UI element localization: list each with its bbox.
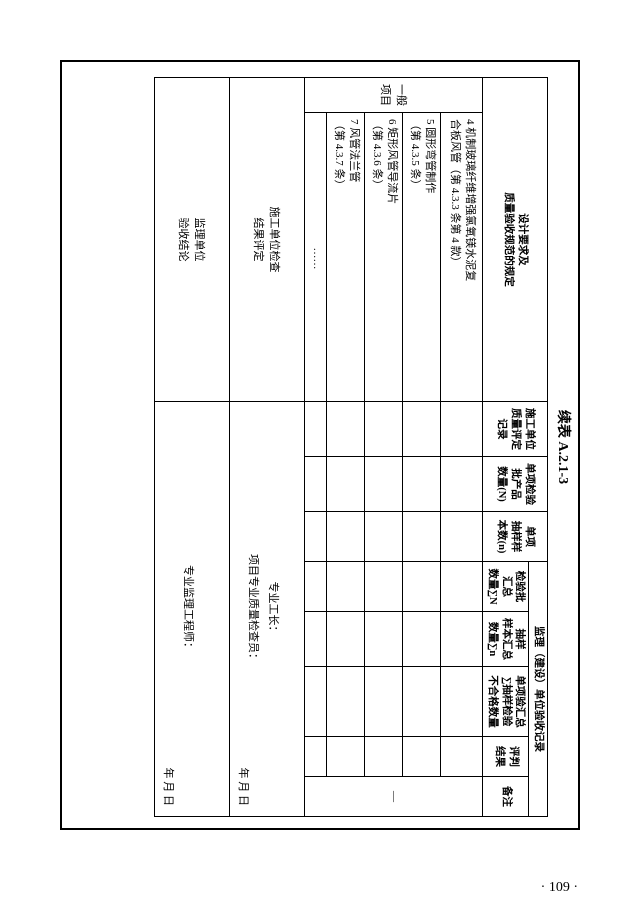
col-remark: 备注	[483, 777, 529, 817]
remark-cell: —	[305, 777, 483, 817]
cell	[403, 512, 441, 562]
cell	[441, 667, 483, 737]
cell	[365, 667, 403, 737]
cell	[403, 562, 441, 612]
cell	[327, 612, 365, 667]
cell	[305, 667, 327, 737]
cell	[365, 612, 403, 667]
construction-sig-label: 施工单位检查 结果评定	[230, 78, 305, 402]
construction-sig-area: 专业工长： 项目专业质量检查员： 年 月 日	[230, 402, 305, 817]
construction-line1: 专业工长：	[267, 582, 279, 637]
col-batch-total: 检验批 汇总 数量∑N	[483, 562, 529, 612]
cell	[403, 402, 441, 457]
cell	[365, 737, 403, 777]
supervision-sig-area: 专业监理工程师： 年 月 日	[155, 402, 230, 817]
cell	[305, 402, 327, 457]
table-row: 一般 项目 4 机制玻璃纤维增强氯氧镁水泥复 合板风管（第 4.3.3 条第 4…	[441, 78, 483, 817]
cell	[365, 402, 403, 457]
ellipsis-cell: ……	[305, 113, 327, 402]
cell	[305, 612, 327, 667]
cell	[365, 512, 403, 562]
signature-row-supervision: 监理单位 验收结论 专业监理工程师： 年 月 日	[155, 78, 230, 817]
cell	[305, 562, 327, 612]
cell	[327, 562, 365, 612]
col-single-product: 单项检验 批产品 数量(N)	[483, 457, 548, 512]
supervision-date: 年 月 日	[161, 768, 177, 807]
cell	[365, 457, 403, 512]
col-requirements: 设计要求及 质量验收规范的规定	[483, 78, 548, 402]
cell	[441, 457, 483, 512]
row-5-label: 5 圆形弯管制作 （第 4.3.5 条）	[403, 113, 441, 402]
cell	[403, 457, 441, 512]
cell	[327, 512, 365, 562]
table-title: 续表 A.2.1-3	[548, 62, 582, 832]
construction-date: 年 月 日	[236, 768, 252, 807]
col-single-sum: 单项验汇总 ∑抽样检验 不合格数量	[483, 667, 529, 737]
col-single-sample: 单项 抽样样 本数(n)	[483, 512, 548, 562]
cell	[305, 512, 327, 562]
cell	[365, 562, 403, 612]
cell	[403, 667, 441, 737]
table-row: 6 矩形风管导流片 （第 4.3.6 条）	[365, 78, 403, 817]
col-supervision-group: 监理（建设）单位验收记录	[529, 562, 548, 817]
cell	[441, 402, 483, 457]
table-row-ellipsis: ……	[305, 78, 327, 817]
cell	[403, 612, 441, 667]
supervision-line: 专业监理工程师：	[182, 565, 194, 653]
row-7-label: 7 风管法兰管 （第 4.3.7 条）	[327, 113, 365, 402]
col-construction: 施工单位 质量评定 记录	[483, 402, 548, 457]
cell	[441, 562, 483, 612]
supervision-sig-label: 监理单位 验收结论	[155, 78, 230, 402]
rotated-content: 续表 A.2.1-3 设计要求及 质量验收规范的规定 施工单位 质量评定 记录 …	[62, 62, 582, 832]
page-frame: 续表 A.2.1-3 设计要求及 质量验收规范的规定 施工单位 质量评定 记录 …	[60, 60, 580, 830]
page-number: · 109 ·	[541, 880, 578, 896]
group-label: 一般 项目	[305, 78, 483, 113]
cell	[305, 737, 327, 777]
table-row: 5 圆形弯管制作 （第 4.3.5 条）	[403, 78, 441, 817]
cell	[327, 457, 365, 512]
row-6-label: 6 矩形风管导流片 （第 4.3.6 条）	[365, 113, 403, 402]
col-verdict: 评判 结果	[483, 737, 529, 777]
cell	[441, 737, 483, 777]
main-table: 设计要求及 质量验收规范的规定 施工单位 质量评定 记录 单项检验 批产品 数量…	[154, 77, 548, 817]
signature-row-construction: 施工单位检查 结果评定 专业工长： 项目专业质量检查员： 年 月 日	[230, 78, 305, 817]
cell	[403, 737, 441, 777]
header-row-1: 设计要求及 质量验收规范的规定 施工单位 质量评定 记录 单项检验 批产品 数量…	[529, 78, 548, 817]
cell	[441, 512, 483, 562]
cell	[327, 737, 365, 777]
cell	[441, 612, 483, 667]
cell	[327, 402, 365, 457]
construction-line2: 项目专业质量检查员：	[247, 554, 259, 664]
table-row: 7 风管法兰管 （第 4.3.7 条）	[327, 78, 365, 817]
row-4-label: 4 机制玻璃纤维增强氯氧镁水泥复 合板风管（第 4.3.3 条第 4 款）	[441, 113, 483, 402]
cell	[305, 457, 327, 512]
cell	[327, 667, 365, 737]
col-sample-total: 抽样 样本汇总 数量∑n	[483, 612, 529, 667]
